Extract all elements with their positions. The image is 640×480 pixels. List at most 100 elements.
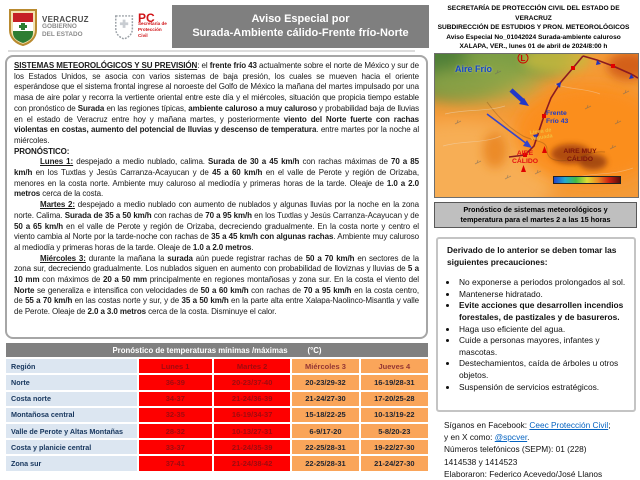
svg-text:L: L [521, 54, 526, 63]
table-title-row: Pronóstico de temperaturas mínimas /máxi… [6, 343, 428, 358]
region-cell: Costa norte [6, 391, 137, 406]
pc-logo-sub1: Secretaría de [137, 21, 167, 26]
authors-line: Elaboraron: Federico Acevedo/José Llanos [444, 468, 603, 479]
precautions-box: Derivado de lo anterior se deben tomar l… [436, 237, 636, 412]
temperature-cell: 21-24/36-39 [213, 391, 291, 406]
external-link[interactable]: @spcver [494, 432, 528, 443]
column-header-region: Región [6, 359, 137, 374]
veracruz-shield-icon [9, 9, 37, 46]
temperature-cell: 20-23/37-40 [213, 375, 291, 390]
pc-shield-icon [114, 15, 133, 40]
column-header-day: Martes 2 [213, 359, 291, 374]
temperature-cell: 16-19/28-31 [360, 375, 428, 390]
map-caption-line1: Pronóstico de sistemas meteorológicos y [463, 205, 608, 215]
wind-barbs [454, 64, 630, 180]
temperature-cell: 19-22/27-30 [360, 440, 428, 455]
precaution-item: No exponerse a periodos prolongados al s… [458, 277, 628, 289]
temperature-cell: 10-13/19-22 [360, 407, 428, 422]
systems-paragraph: SISTEMAS METEOROLÓGICOS Y SU PREVISIÓN: … [14, 61, 420, 145]
map-label-aire-calido: AIRE CÁLIDO [511, 150, 539, 165]
flow-arrow [486, 113, 528, 145]
contact-footer: Síganos en Facebook: Ceec Protección Civ… [444, 419, 636, 480]
table-row: Costa y planicie central 33-37 21-24/35-39… [6, 440, 428, 455]
temperature-cell: 21-24/27-30 [292, 391, 359, 406]
precautions-list: No exponerse a periodos prolongados al s… [447, 277, 628, 393]
temperature-cell: 22-25/28-31 [292, 456, 359, 471]
map-label-frente-frio: Frente Frío 43 [546, 110, 569, 125]
org-line: Aviso Especial No_01042024 Surada-ambien… [446, 33, 621, 41]
precaution-item: Evite acciones que desarrollen incendios… [458, 300, 628, 323]
temperature-cell: 17-20/25-28 [360, 391, 428, 406]
x-line: y en X como: @spcver. [444, 432, 530, 443]
region-cell: Zona sur [6, 456, 137, 471]
table-row: Costa norte 34-37 21-24/36-39 21-24/27-30 17… [6, 391, 428, 406]
forecast-box: SISTEMAS METEOROLÓGICOS Y SU PREVISIÓN: … [5, 55, 428, 339]
region-cell: Valle de Perote y Altas Montañas [6, 423, 137, 439]
precaution-item: Cuide a personas mayores, infantes y mas… [458, 335, 628, 358]
temperature-cell: 34-37 [138, 391, 212, 406]
column-header-day: Miércoles 3 [292, 359, 359, 374]
temperature-cell: 21-24/27-30 [360, 456, 428, 471]
map-label-aire-muy-calido: AIRE MUY CÁLIDO [563, 148, 597, 163]
weather-map: L Aire Frío Frente Frío 43 Línea de Vagu… [434, 53, 639, 198]
temperature-cell: 15-18/22-25 [292, 407, 359, 422]
temperature-cell: 16-19/34-37 [213, 407, 291, 422]
veracruz-logo-sub2: DEL ESTADO [42, 30, 83, 38]
temperature-cell: 37-41 [138, 456, 212, 471]
org-header: SECRETARÍA DE PROTECCIÓN CIVIL DEL ESTAD… [429, 4, 638, 52]
logo-row: VERACRUZ GOBIERNO DEL ESTADO PC Secretar… [8, 6, 170, 48]
org-line: SUBDIRECCIÓN DE ESTUDIOS Y PRON. METEORO… [437, 24, 630, 32]
monday-paragraph: Lunes 1: despejado a medio nublado, cali… [14, 157, 419, 199]
external-link[interactable]: Ceec Protección Civil [529, 420, 609, 430]
table-row: Valle de Perote y Altas Montañas 28-32 10-… [6, 423, 428, 439]
temperature-cell: 10-13/27-31 [213, 423, 291, 439]
banner-line1: Aviso Especial por [251, 13, 350, 25]
precautions-title: Derivado de lo anterior se deben tomar l… [447, 245, 617, 267]
veracruz-gov-logo: VERACRUZ GOBIERNO DEL ESTADO [8, 8, 89, 46]
veracruz-logo-text: VERACRUZ GOBIERNO DEL ESTADO [42, 16, 89, 39]
advisory-banner: Aviso Especial por Surada-Ambiente cálid… [172, 5, 429, 48]
region-cell: Norte [6, 375, 137, 390]
org-line: XALAPA, VER., lunes 01 de abril de 2024/… [459, 43, 608, 51]
precaution-item: Suspensión de servicios estratégicos. [458, 382, 628, 394]
header-divider [8, 50, 415, 52]
map-caption: Pronóstico de sistemas meteorológicos y … [434, 202, 637, 228]
pc-logo-sub2: Protección Civil [137, 27, 162, 38]
veracruz-logo-title: VERACRUZ [42, 14, 89, 24]
front-square-markers [523, 64, 615, 157]
temperature-cell: 36-39 [138, 375, 212, 390]
map-caption-line2: temperatura para el martes 2 a las 15 ho… [460, 215, 611, 224]
temperature-map-image: L [435, 54, 638, 197]
temperature-cell: 21-24/38-42 [213, 456, 291, 471]
veracruz-logo-sub1: GOBIERNO [42, 23, 77, 31]
table-row: Montañosa central 32-35 16-19/34-37 15-18/2… [6, 407, 428, 422]
table-title: Pronóstico de temperaturas mínimas /máxi… [6, 343, 428, 358]
front-triangle-markers [533, 60, 634, 140]
column-header-day: Lunes 1 [138, 359, 212, 374]
proteccion-civil-logo: PC Secretaría de Protección Civil [113, 12, 170, 42]
org-line: SECRETARÍA DE PROTECCIÓN CIVIL DEL ESTAD… [447, 5, 620, 22]
facebook-line: Síganos en Facebook: Ceec Protección Civ… [444, 420, 611, 430]
column-header-day: Jueves 4 [360, 359, 428, 374]
precaution-item: Haga uso eficiente del agua. [458, 324, 628, 336]
table-row: Zona sur 37-41 21-24/38-42 22-25/28-31 21-24… [6, 456, 428, 471]
banner-line2: Surada-Ambiente cálido-Frente frío-Norte [192, 26, 409, 39]
pc-logo-text: PC Secretaría de Protección Civil [137, 12, 170, 39]
precaution-item: Mantenerse hidratado. [458, 289, 628, 301]
table-row: Norte 36-39 20-23/37-40 20-23/29-32 16-19/28… [6, 375, 428, 390]
temperature-cell: 28-32 [138, 423, 212, 439]
phone-line1: Números telefónicos (SEPM): 01 (228) [444, 444, 587, 455]
temperature-scale-bar [553, 176, 621, 184]
map-label-aire-frio: Aire Frío [455, 64, 493, 74]
region-cell: Costa y planicie central [6, 440, 137, 455]
temperature-cell: 33-37 [138, 440, 212, 455]
cold-air-arrow [509, 88, 525, 103]
temperature-table: Pronóstico de temperaturas mínimas /máxi… [4, 341, 430, 473]
phone-line2: 1414538 y 1414523 [444, 456, 518, 467]
temperature-cell: 5-8/20-23 [360, 423, 428, 439]
precaution-item: Destechamientos, caída de árboles u otro… [458, 358, 628, 381]
tuesday-paragraph: Martes 2: despejado a medio nublado con … [14, 200, 420, 252]
temperature-cell: 32-35 [138, 407, 212, 422]
temperature-cell: 20-23/29-32 [292, 375, 359, 390]
